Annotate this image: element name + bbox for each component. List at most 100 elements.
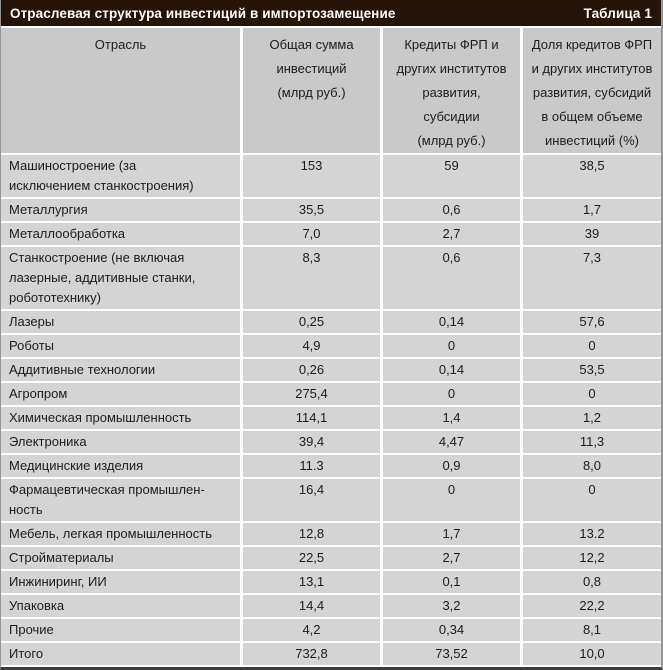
frp-credits-cell: 1,7: [383, 523, 523, 545]
frp-share-cell: 53,5: [579, 362, 605, 377]
sector-cell: Упаковка: [1, 595, 243, 617]
total-investment-cell: 0,26: [243, 359, 383, 381]
column-header-total-investment: Общая сумма инвестиций (млрд руб.): [243, 28, 383, 153]
investments-table: Отрасль Общая сумма инвестиций (млрд руб…: [1, 26, 661, 667]
sector-cell: Лазеры: [1, 311, 243, 333]
total-investment-cell: 732,8: [243, 643, 383, 665]
table-row: Металлообработка 7,0 2,7 39: [1, 223, 661, 247]
sector-cell: Химическая промышленность: [1, 407, 243, 429]
table-row: Химическая промышленность 114,1 1,4 1,2: [1, 407, 661, 431]
table-row: Лазеры 0,25 0,14 57,6: [1, 311, 661, 335]
table-row: Инжиниринг, ИИ 13,1 0,1 0,8: [1, 571, 661, 595]
sector-cell: Агропром: [1, 383, 243, 405]
frp-credits-cell: 2,7: [383, 223, 523, 245]
table-row: Аддитивные технологии 0,26 0,14 53,5: [1, 359, 661, 383]
table-row: Упаковка 14,4 3,2 22,2: [1, 595, 661, 619]
frp-share-cell: 13.2: [579, 526, 605, 541]
total-investment-cell: 22,5: [243, 547, 383, 569]
table-row: Фармацевтическая промышлен- ность 16,4 0…: [1, 479, 661, 523]
table-row: Электроника 39,4 4,47 11,3: [1, 431, 661, 455]
total-investment-cell: 0,25: [243, 311, 383, 333]
sector-cell: Станкостроение (не включая лазерные, адд…: [1, 247, 243, 309]
total-investment-cell: 14,4: [243, 595, 383, 617]
sector-cell: Металлообработка: [1, 223, 243, 245]
total-investment-cell: 114,1: [243, 407, 383, 429]
total-investment-cell: 12,8: [243, 523, 383, 545]
frp-credits-cell: 0,6: [383, 247, 523, 309]
frp-share-cell: 38,5: [579, 158, 605, 173]
sector-cell: Инжиниринг, ИИ: [1, 571, 243, 593]
frp-credits-cell: 0: [383, 335, 523, 357]
sector-cell: Медицинские изделия: [1, 455, 243, 477]
sector-cell: Электроника: [1, 431, 243, 453]
frp-share-cell: 0: [588, 338, 596, 353]
table-row: Медицинские изделия 11.3 0,9 8,0: [1, 455, 661, 479]
frp-share-cell: 12,2: [579, 550, 605, 565]
table-title: Отраслевая структура инвестиций в импорт…: [10, 5, 396, 21]
table-row: Прочие 4,2 0,34 8,1: [1, 619, 661, 643]
table-row: Итого 732,8 73,52 10,0: [1, 643, 661, 667]
column-header-sector: Отрасль: [1, 28, 243, 153]
frp-share-cell: 0,8: [582, 574, 602, 589]
total-investment-cell: 153: [243, 155, 383, 197]
frp-credits-cell: 73,52: [383, 643, 523, 665]
table-header-row: Отрасль Общая сумма инвестиций (млрд руб…: [1, 26, 661, 155]
frp-share-cell: 8,1: [582, 622, 602, 637]
sector-cell: Мебель, легкая промышленность: [1, 523, 243, 545]
table-row: Металлургия 35,5 0,6 1,7: [1, 199, 661, 223]
total-investment-cell: 4,2: [243, 619, 383, 641]
frp-credits-cell: 0,1: [383, 571, 523, 593]
table-row: Роботы 4,9 0 0: [1, 335, 661, 359]
frp-credits-cell: 1,4: [383, 407, 523, 429]
frp-share-cell: 57,6: [579, 314, 605, 329]
total-investment-cell: 275,4: [243, 383, 383, 405]
total-investment-cell: 8,3: [243, 247, 383, 309]
sector-cell: Роботы: [1, 335, 243, 357]
frp-share-cell: 39: [584, 226, 600, 241]
total-investment-cell: 4,9: [243, 335, 383, 357]
table-body: Машиностроение (за исключением станкостр…: [1, 155, 661, 667]
total-investment-cell: 39,4: [243, 431, 383, 453]
sector-cell: Аддитивные технологии: [1, 359, 243, 381]
frp-share-cell: 1,2: [582, 410, 602, 425]
column-header-frp-share: Доля кредитов ФРП и других институтов ра…: [531, 37, 653, 148]
sector-cell: Стройматериалы: [1, 547, 243, 569]
frp-share-cell: 0: [588, 386, 596, 401]
table-number-label: Таблица 1: [583, 5, 652, 21]
title-bar: Отраслевая структура инвестиций в импорт…: [1, 0, 661, 26]
frp-credits-cell: 0,14: [383, 311, 523, 333]
frp-credits-cell: 0,34: [383, 619, 523, 641]
column-header-frp-credits: Кредиты ФРП и других институтов развития…: [383, 28, 523, 153]
frp-credits-cell: 0: [383, 479, 523, 521]
frp-credits-cell: 0,14: [383, 359, 523, 381]
frp-credits-cell: 4,47: [383, 431, 523, 453]
frp-share-cell: 10,0: [579, 646, 605, 661]
frp-credits-cell: 59: [383, 155, 523, 197]
total-investment-cell: 35,5: [243, 199, 383, 221]
table-row: Мебель, легкая промышленность 12,8 1,7 1…: [1, 523, 661, 547]
frp-share-cell: 8,0: [582, 458, 602, 473]
frp-share-cell: 0: [588, 482, 596, 497]
table-row: Агропром 275,4 0 0: [1, 383, 661, 407]
table-row: Стройматериалы 22,5 2,7 12,2: [1, 547, 661, 571]
frp-share-cell: 7,3: [582, 250, 602, 265]
frp-credits-cell: 0,9: [383, 455, 523, 477]
sector-cell: Машиностроение (за исключением станкостр…: [1, 155, 243, 197]
total-investment-cell: 16,4: [243, 479, 383, 521]
sector-cell: Итого: [1, 643, 243, 665]
total-investment-cell: 7,0: [243, 223, 383, 245]
sector-cell: Фармацевтическая промышлен- ность: [1, 479, 243, 521]
frp-credits-cell: 3,2: [383, 595, 523, 617]
frp-share-cell: 11,3: [579, 434, 605, 449]
frp-share-cell: 1,7: [582, 202, 602, 217]
total-investment-cell: 11.3: [243, 455, 383, 477]
frp-credits-cell: 0: [383, 383, 523, 405]
total-investment-cell: 13,1: [243, 571, 383, 593]
frp-credits-cell: 0,6: [383, 199, 523, 221]
table-row: Станкостроение (не включая лазерные, адд…: [1, 247, 661, 311]
table-row: Машиностроение (за исключением станкостр…: [1, 155, 661, 199]
frp-credits-cell: 2,7: [383, 547, 523, 569]
sector-cell: Прочие: [1, 619, 243, 641]
sector-cell: Металлургия: [1, 199, 243, 221]
